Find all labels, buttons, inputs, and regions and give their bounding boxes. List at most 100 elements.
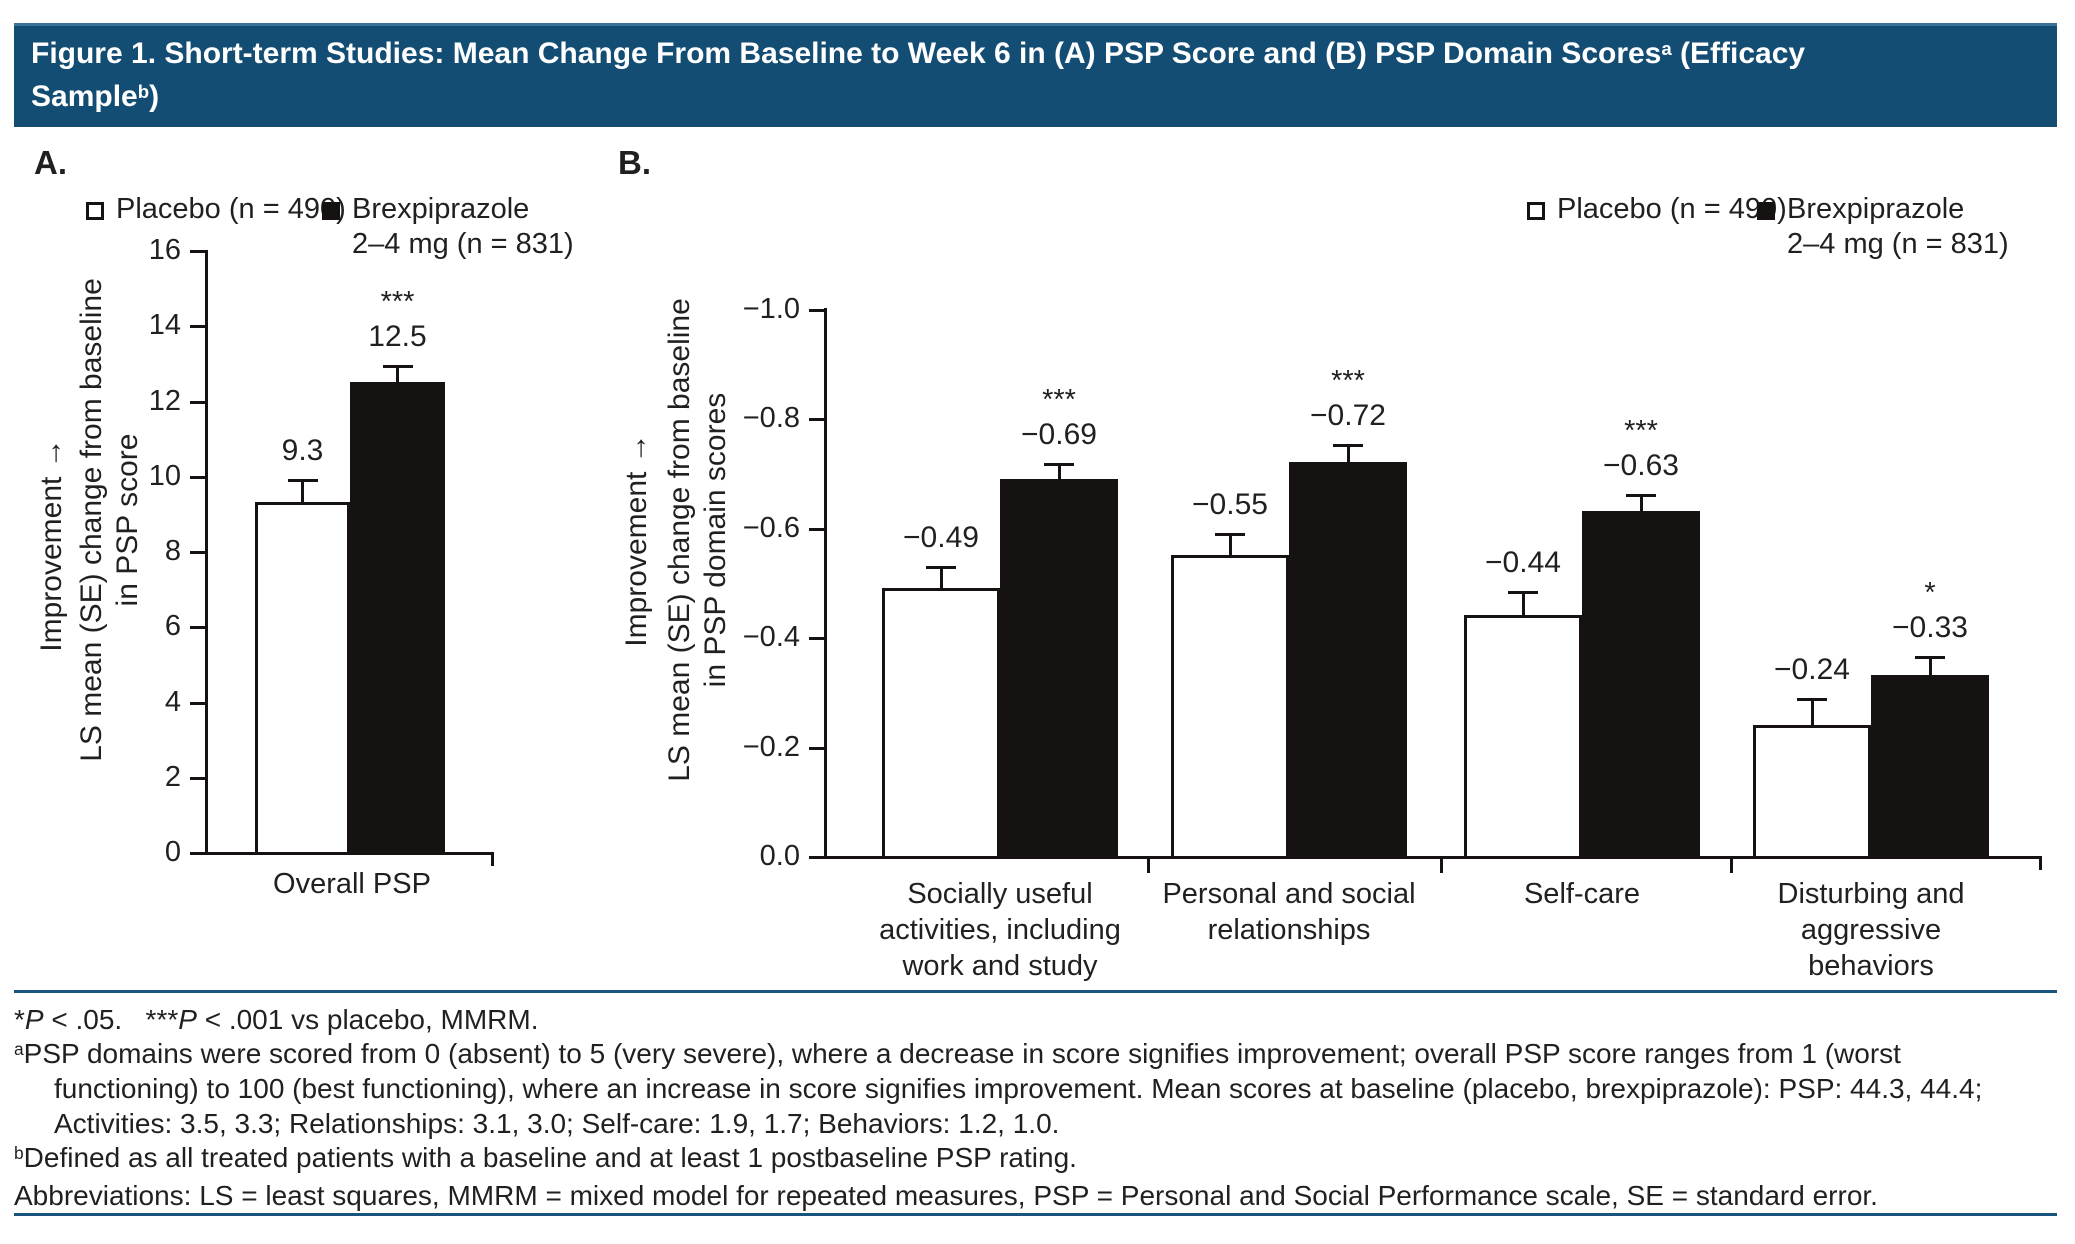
- footnote-a-line-1: aPSP domains were scored from 0 (absent)…: [14, 1037, 1901, 1074]
- errorbar-stem-brexpiprazole-3: [1928, 656, 1932, 675]
- text-segment: Abbreviations: LS = least squares, MMRM …: [14, 1180, 1878, 1211]
- y-axis-tick: [190, 852, 205, 855]
- category-label-2: Self-care: [1382, 876, 1782, 912]
- significance-label-brexpiprazole-0: ***: [1042, 384, 1076, 416]
- bar-placebo-3: [1753, 725, 1871, 859]
- panel-b-label: B.: [618, 144, 651, 181]
- text-segment: a: [14, 1039, 24, 1060]
- title-text: (Efficacy: [1671, 37, 1806, 70]
- footnote-a-line-2: functioning) to 100 (best functioning), …: [54, 1072, 1982, 1105]
- legend-swatch-placebo: [86, 202, 104, 220]
- y-tick-label: 16: [148, 234, 181, 266]
- value-label-brexpiprazole-3: −0.33: [1892, 611, 1968, 644]
- bar-brexpiprazole-3: [1871, 675, 1989, 859]
- y-tick-label: 10: [148, 460, 181, 492]
- errorbar-stem-brexpiprazole-1: [1346, 444, 1350, 462]
- errorbar-cap-brexpiprazole-3: [1915, 656, 1945, 659]
- errorbar-cap-brexpiprazole-1: [1333, 444, 1363, 447]
- y-axis-tick: [190, 325, 205, 328]
- y-axis-tick: [190, 777, 205, 780]
- errorbar-stem-brexpiprazole-0: [1057, 463, 1061, 479]
- y-axis-tick: [190, 702, 205, 705]
- legend-brexpiprazole-line-2: 2–4 mg (n = 831): [1787, 228, 2009, 260]
- significance-label-brexpiprazole-0: ***: [380, 286, 415, 318]
- y-axis-tick: [190, 401, 205, 404]
- bar-placebo-2: [1464, 615, 1582, 859]
- value-label-placebo-0: −0.49: [903, 521, 979, 554]
- errorbar-stem-placebo-0: [939, 566, 943, 588]
- figure-title-line-2: Sampleb): [31, 77, 2057, 120]
- figure-title-line-1: Figure 1. Short-term Studies: Mean Chang…: [31, 34, 2057, 77]
- x-axis-end-tick: [2039, 856, 2042, 870]
- errorbar-stem-placebo-1: [1228, 533, 1232, 555]
- x-axis-separator-tick-1: [1440, 856, 1443, 873]
- panel-a-label: A.: [34, 144, 67, 181]
- bar-brexpiprazole-0: [1000, 479, 1118, 859]
- x-axis-separator-tick-0: [1147, 856, 1150, 873]
- bar-placebo-0: [882, 588, 1000, 859]
- text-segment: < .05. ***: [43, 1004, 179, 1035]
- category-label-line: Disturbing and: [1777, 878, 1965, 910]
- text-segment: PSP domains were scored from 0 (absent) …: [23, 1038, 1901, 1069]
- y-tick-label: 0.0: [759, 840, 800, 872]
- legend-swatch-placebo: [1527, 202, 1545, 220]
- y-axis-tick: [809, 637, 824, 640]
- y-tick-label: −0.6: [742, 512, 800, 544]
- category-label-line: Socially useful: [907, 878, 1093, 910]
- category-label-line: activities, including: [879, 914, 1121, 946]
- value-label-brexpiprazole-0: −0.69: [1021, 418, 1097, 451]
- bar-brexpiprazole-1: [1289, 462, 1407, 859]
- legend-label-placebo: Placebo (n = 490): [116, 193, 346, 225]
- category-label-3: Disturbing and aggressive behaviors: [1671, 876, 2071, 984]
- footnote-pvalues: *P < .05. ***P < .001 vs placebo, MMRM.: [14, 1003, 539, 1036]
- value-label-placebo-0: 9.3: [281, 434, 324, 467]
- bar-placebo-0: [255, 502, 350, 855]
- y-axis-tick: [190, 476, 205, 479]
- y-tick-label: −0.8: [742, 402, 800, 434]
- value-label-placebo-3: −0.24: [1774, 653, 1850, 686]
- text-segment: < .001 vs placebo, MMRM.: [196, 1004, 539, 1035]
- significance-label-brexpiprazole-1: ***: [1331, 365, 1365, 397]
- errorbar-cap-brexpiprazole-2: [1626, 494, 1656, 497]
- y-tick-label: −0.4: [742, 621, 800, 653]
- title-text: Figure 1. Short-term Studies: Mean Chang…: [31, 37, 1662, 70]
- y-axis-tick: [809, 309, 824, 312]
- y-axis-measure-label-line: in PSP domain scores: [699, 392, 732, 688]
- legend-brexpiprazole-line-1: Brexpiprazole: [1787, 193, 1965, 225]
- y-tick-label: −0.2: [742, 731, 800, 763]
- y-axis-line: [205, 250, 208, 855]
- value-label-placebo-1: −0.55: [1192, 488, 1268, 521]
- errorbar-cap-brexpiprazole-0: [382, 365, 413, 368]
- category-label-line: behaviors: [1808, 950, 1934, 982]
- y-tick-label: 2: [164, 761, 181, 793]
- text-segment: b: [14, 1143, 24, 1164]
- y-tick-label: 12: [148, 385, 181, 417]
- text-segment: functioning) to 100 (best functioning), …: [54, 1073, 1983, 1104]
- errorbar-cap-placebo-1: [1215, 533, 1245, 536]
- x-axis-line: [824, 856, 2042, 859]
- category-label-line: work and study: [902, 950, 1098, 982]
- footnote-top-rule: [14, 990, 2057, 993]
- footnote-b: bDefined as all treated patients with a …: [14, 1141, 1077, 1178]
- legend-swatch-brexpiprazole: [1757, 202, 1775, 220]
- value-label-brexpiprazole-1: −0.72: [1310, 399, 1386, 432]
- y-tick-label: −1.0: [742, 293, 800, 325]
- y-axis-measure-label-line: LS mean (SE) change from baseline: [663, 298, 696, 782]
- category-label-line: Self-care: [1523, 878, 1641, 910]
- value-label-placebo-2: −0.44: [1485, 546, 1561, 579]
- legend-brexpiprazole-line-1: Brexpiprazole: [352, 193, 530, 225]
- text-segment: Activities: 3.5, 3.3; Relationships: 3.1…: [54, 1108, 1060, 1139]
- y-axis-improvement-label: Improvement →: [620, 433, 653, 647]
- errorbar-cap-placebo-2: [1508, 591, 1538, 594]
- significance-label-brexpiprazole-3: *: [1924, 577, 1936, 609]
- y-tick-label: 0: [164, 836, 181, 868]
- y-axis-tick: [190, 551, 205, 554]
- y-axis-line: [824, 308, 827, 859]
- value-label-brexpiprazole-2: −0.63: [1603, 449, 1679, 482]
- y-axis-tick: [190, 626, 205, 629]
- errorbar-cap-brexpiprazole-0: [1044, 463, 1074, 466]
- category-label-line: aggressive: [1800, 914, 1942, 946]
